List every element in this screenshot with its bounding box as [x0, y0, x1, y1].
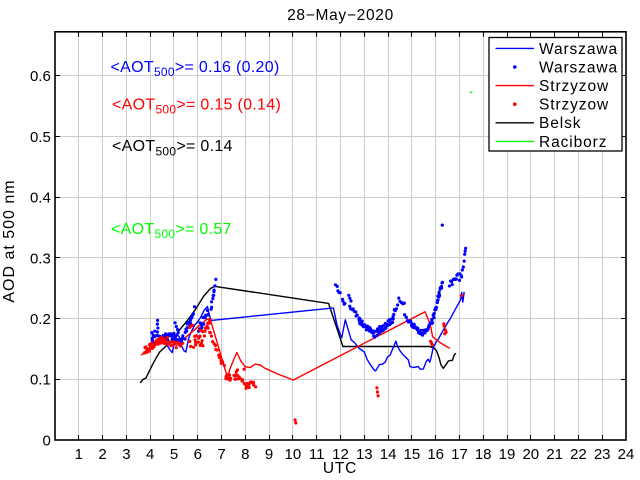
svg-text:<AOT500>= 0.15 (0.14): <AOT500>= 0.15 (0.14)	[112, 96, 281, 116]
svg-text:23: 23	[594, 446, 611, 463]
svg-text:20: 20	[522, 446, 539, 463]
svg-text:0.3: 0.3	[30, 250, 51, 267]
svg-text:<AOT500>= 0.57: <AOT500>= 0.57	[111, 221, 232, 241]
svg-text:Warszawa: Warszawa	[539, 59, 618, 76]
svg-text:Warszawa: Warszawa	[539, 41, 618, 58]
svg-text:3: 3	[122, 446, 130, 463]
svg-text:0: 0	[42, 432, 50, 449]
svg-text:16: 16	[427, 446, 444, 463]
svg-text:22: 22	[570, 446, 587, 463]
svg-text:21: 21	[546, 446, 563, 463]
svg-text:Strzyzow: Strzyzow	[539, 78, 609, 95]
svg-text:AOD at 500 nm: AOD at 500 nm	[1, 179, 18, 302]
svg-text:13: 13	[356, 446, 373, 463]
svg-text:UTC: UTC	[323, 460, 357, 477]
svg-text:12: 12	[332, 446, 349, 463]
svg-text:0.2: 0.2	[30, 311, 51, 328]
svg-text:28−May−2020: 28−May−2020	[287, 7, 394, 24]
svg-text:11: 11	[309, 446, 325, 463]
svg-text:18: 18	[475, 446, 492, 463]
svg-text:6: 6	[194, 446, 202, 463]
svg-text:17: 17	[451, 446, 468, 463]
svg-text:15: 15	[404, 446, 421, 463]
svg-text:Belsk: Belsk	[539, 115, 581, 132]
svg-text:19: 19	[499, 446, 516, 463]
svg-text:9: 9	[265, 446, 273, 463]
svg-text:<AOT500>= 0.16 (0.20): <AOT500>= 0.16 (0.20)	[111, 59, 280, 79]
svg-text:5: 5	[170, 446, 178, 463]
svg-text:0.1: 0.1	[30, 372, 51, 389]
svg-text:<AOT500>= 0.14: <AOT500>= 0.14	[112, 138, 233, 158]
svg-text:4: 4	[146, 446, 154, 463]
svg-text:0.5: 0.5	[30, 129, 51, 146]
svg-text:0.4: 0.4	[30, 190, 51, 207]
svg-text:14: 14	[380, 446, 397, 463]
svg-text:0.6: 0.6	[30, 68, 51, 85]
svg-text:8: 8	[241, 446, 249, 463]
svg-text:Raciborz: Raciborz	[539, 134, 607, 151]
svg-text:7: 7	[217, 446, 225, 463]
svg-text:10: 10	[285, 446, 302, 463]
svg-text:24: 24	[618, 446, 635, 463]
svg-text:1: 1	[75, 446, 83, 463]
svg-text:2: 2	[98, 446, 106, 463]
svg-text:Strzyzow: Strzyzow	[539, 97, 609, 114]
